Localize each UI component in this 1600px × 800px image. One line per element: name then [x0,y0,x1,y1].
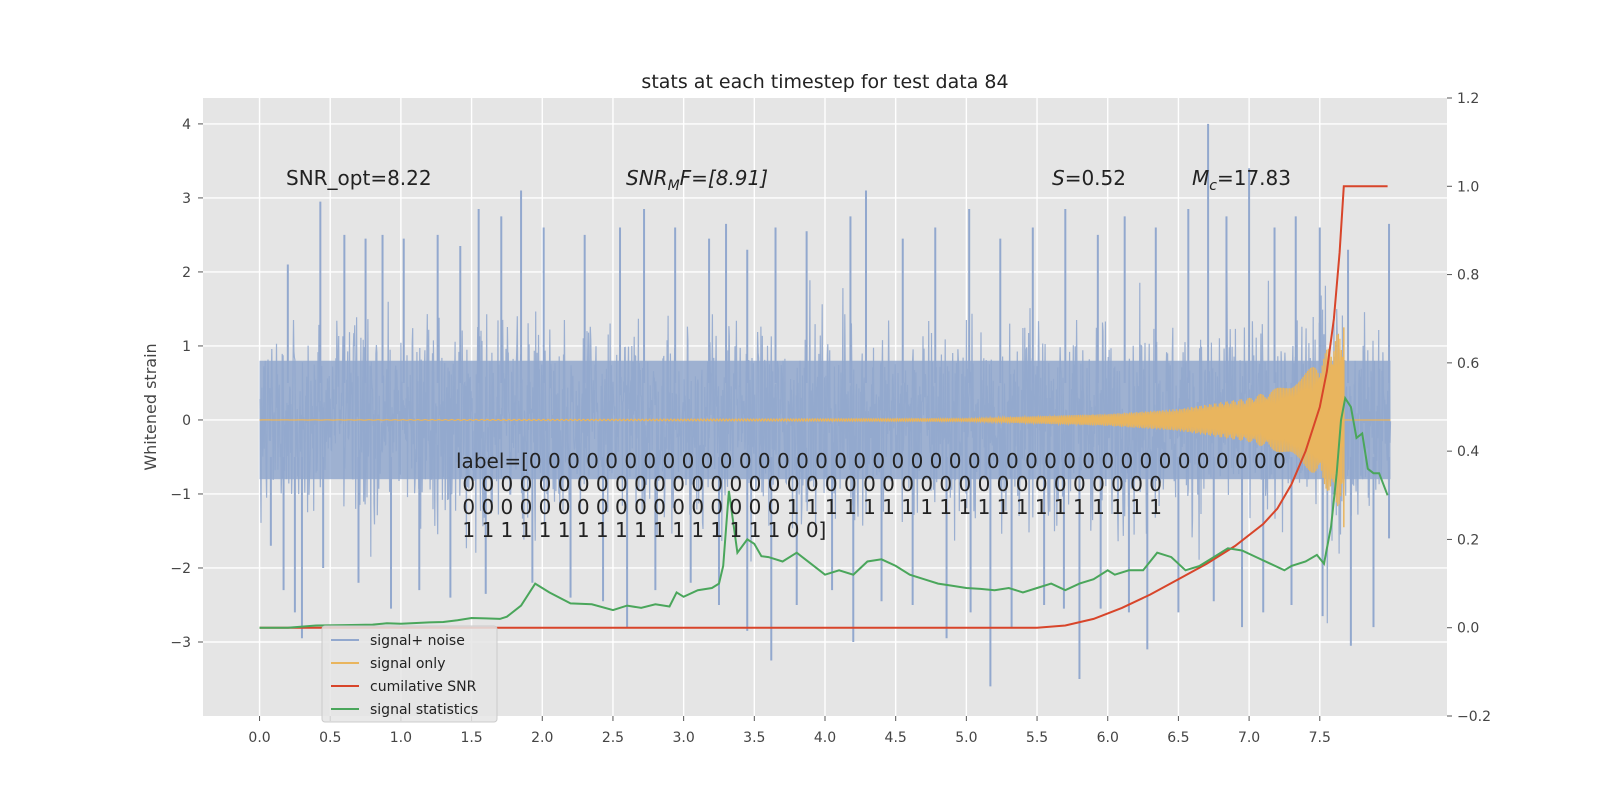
annotation-snr-mf-rest: F=[8.91] [680,166,768,190]
series-signal-only-line [259,333,1391,507]
chart-title: stats at each timestep for test data 84 [641,71,1008,93]
x-tick-label: 1.5 [460,730,482,746]
label-line-3: 0 0 0 0 0 0 0 0 0 0 0 0 0 0 0 0 0 1 1 1 … [456,495,1162,519]
annotation-snr-mf-sub: M [668,178,680,194]
legend-label-signal-only: signal only [370,656,445,672]
annotation-layer: SNR_opt=8.22 SNRMF=[8.91] S=0.52 Mc=17.8… [286,0,1343,542]
annotation-chirp-mass: Mc=17.83 [1192,166,1291,194]
y-right-tick-label: 0.2 [1457,532,1479,548]
x-tick-label: 4.5 [885,730,907,746]
annotation-snr-opt: SNR_opt=8.22 [286,166,432,190]
x-tick-label: 7.5 [1309,730,1331,746]
legend-label-cumulative-snr: cumilative SNR [370,679,477,695]
data-layer [259,123,1392,687]
x-tick-label: 6.5 [1167,730,1189,746]
y-axis-title: Whitened strain [141,343,160,470]
y-right-tick-label: 1.2 [1457,91,1479,107]
y-tick-label: −3 [170,635,191,651]
annotation-snr-mf: SNRMF=[8.91] [626,166,768,194]
annotation-overlap-symbol: S [1052,166,1065,190]
label-line-4: 1 1 1 1 1 1 1 1 1 1 1 1 1 1 1 1 1 0 0] [456,518,826,542]
y-tick-label: −2 [170,561,191,577]
annotation-overlap: S=0.52 [1052,166,1126,190]
y-right-tick-label: 1.0 [1457,179,1479,195]
x-tick-label: 2.5 [602,730,624,746]
x-tick-label: 2.0 [531,730,553,746]
y-right-tick-label: −0.2 [1457,709,1491,725]
annotation-chirp-mass-symbol: M [1192,166,1209,190]
y-tick-label: 0 [182,413,191,429]
series-signal-statistics-line [259,395,1389,629]
annotation-snr-mf-main: SNR [626,166,668,190]
legend-box [321,625,498,723]
label-line-2: 0 0 0 0 0 0 0 0 0 0 0 0 0 0 0 0 0 0 0 0 … [456,472,1162,496]
y-right-tick-label: 0.6 [1457,356,1479,372]
y-tick-label: 1 [182,339,191,355]
y-right-tick-label: 0.4 [1457,444,1479,460]
x-tick-label: 0.5 [319,730,341,746]
label-line-1: label=[0 0 0 0 0 0 0 0 0 0 0 0 0 0 0 0 0… [456,449,1286,473]
legend-label-signal-noise: signal+ noise [370,633,465,649]
legend: signal+ noise signal only cumilative SNR… [321,625,498,723]
x-tick-label: 5.0 [955,730,977,746]
x-tick-label: 1.0 [390,730,412,746]
annotation-label-array: label=[0 0 0 0 0 0 0 0 0 0 0 0 0 0 0 0 0… [456,0,1343,542]
x-tick-label: 4.0 [814,730,836,746]
annotation-chirp-mass-sub: c [1209,178,1217,194]
series-cumulative-snr-line [259,185,1388,629]
y-tick-label: 3 [182,191,191,207]
annotation-overlap-value: =0.52 [1065,166,1126,190]
x-tick-label: 3.0 [673,730,695,746]
y-right-tick-label: 0.8 [1457,268,1479,284]
y-tick-label: −1 [170,487,191,503]
y-right-tick-label: 0.0 [1457,621,1479,637]
axes-layer: 0.0 0.5 1.0 1.5 2.0 2.5 3.0 3.5 4.0 4.5 5.0 5.5 6.0 6… [170,91,1491,746]
legend-label-signal-statistics: signal statistics [370,702,478,718]
y-tick-label: 2 [182,265,191,281]
y-tick-label: 4 [182,117,191,133]
x-tick-label: 5.5 [1026,730,1048,746]
x-tick-label: 6.0 [1097,730,1119,746]
x-tick-label: 7.0 [1238,730,1260,746]
annotation-chirp-mass-value: =17.83 [1217,166,1291,190]
x-tick-label: 0.0 [248,730,270,746]
x-tick-label: 3.5 [743,730,765,746]
